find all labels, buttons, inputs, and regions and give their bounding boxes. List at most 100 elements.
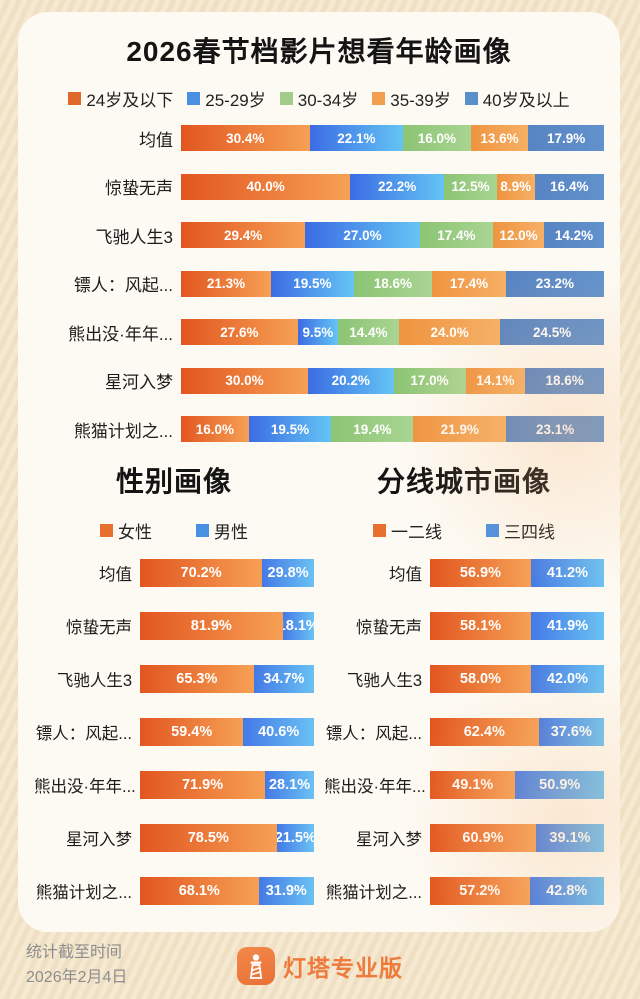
bar-segment: 42.0%: [530, 665, 604, 693]
legend-swatch: [373, 524, 386, 537]
city-stacked-bar-chart: 均值 56.9% 41.2% 惊蛰无声 58.1% 41.9% 飞驰人生3 58.0% 42.0…: [324, 559, 604, 905]
stacked-bar: 70.2% 29.8%: [140, 559, 314, 587]
bar-segment: 19.5%: [271, 270, 354, 297]
bar-segment: 24.5%: [500, 319, 604, 345]
city-legend: 一二线 三四线: [324, 518, 604, 543]
bar-segment: 27.0%: [305, 222, 420, 248]
bar-segment: 71.9%: [140, 771, 266, 799]
stacked-bar: 21.3% 19.5% 18.6% 17.4% 23.2%: [181, 270, 604, 297]
bar-segment: 59.4%: [140, 718, 244, 746]
bar-segment: 23.1%: [506, 416, 604, 442]
legend-label: 三四线: [504, 523, 555, 542]
chart-row: 星河入梦 60.9% 39.1%: [324, 824, 604, 852]
bar-segment: 17.4%: [432, 270, 506, 297]
legend-label: 30-34岁: [297, 91, 359, 110]
chart-row: 镖人：风起... 62.4% 37.6%: [324, 718, 604, 746]
bar-segment: 14.2%: [543, 222, 604, 248]
stacked-bar: 78.5% 21.5%: [140, 824, 314, 852]
bar-segment: 23.2%: [505, 270, 604, 297]
bar-segment: 40.0%: [181, 173, 351, 200]
stacked-bar: 57.2% 42.8%: [430, 877, 604, 905]
stacked-bar: 62.4% 37.6%: [430, 718, 604, 746]
bar-segment: 49.1%: [430, 771, 516, 799]
row-label: 熊出没·年年...: [34, 778, 136, 796]
stacked-bar: 71.9% 28.1%: [140, 771, 314, 799]
row-label: 镖人：风起...: [325, 725, 422, 743]
legend-swatch: [196, 524, 209, 537]
bar-segment: 58.1%: [430, 612, 532, 640]
chart-row: 熊出没·年年... 71.9% 28.1%: [34, 771, 314, 799]
bar-segment: 16.0%: [181, 416, 249, 442]
legend-label: 35-39岁: [390, 91, 451, 110]
stacked-bar: 65.3% 34.7%: [140, 665, 314, 693]
legend-swatch: [68, 92, 82, 105]
legend-label: 男性: [214, 523, 248, 542]
bar-segment: 58.0%: [430, 665, 531, 693]
stacked-bar: 16.0% 19.5% 19.4% 21.9% 23.1%: [181, 416, 604, 442]
legend-label: 女性: [118, 523, 152, 542]
chart-row: 熊猫计划之... 16.0% 19.5% 19.4% 21.9% 23.1%: [34, 416, 604, 442]
bar-segment: 31.9%: [258, 877, 314, 905]
bar-segment: 17.0%: [393, 367, 466, 394]
bar-segment: 16.0%: [403, 125, 471, 151]
chart-row: 惊蛰无声 40.0% 22.2% 12.5% 8.9% 16.4%: [34, 173, 604, 200]
chart-row: 星河入梦 78.5% 21.5%: [34, 824, 314, 852]
stacked-bar: 58.0% 42.0%: [430, 665, 604, 693]
bar-segment: 21.5%: [276, 824, 314, 852]
stacked-bar: 59.4% 40.6%: [140, 718, 314, 746]
stacked-bar: 68.1% 31.9%: [140, 877, 314, 905]
stacked-bar: 40.0% 22.2% 12.5% 8.9% 16.4%: [181, 173, 604, 200]
stacked-bar: 30.4% 22.1% 16.0% 13.6% 17.9%: [181, 125, 605, 151]
chart-row: 熊出没·年年... 27.6% 9.5% 14.4% 24.0% 24.5%: [34, 319, 604, 345]
bar-segment: 13.6%: [470, 125, 529, 151]
bar-segment: 68.1%: [140, 877, 259, 905]
legend-swatch: [486, 524, 499, 537]
bar-segment: 65.3%: [140, 665, 254, 693]
legend-item: 女性: [100, 518, 152, 543]
chart-row: 熊出没·年年... 49.1% 50.9%: [324, 771, 604, 799]
age-stacked-bar-chart: 均值 30.4% 22.1% 16.0% 13.6% 17.9% 惊蛰无声 40.0% 22.2…: [34, 125, 605, 442]
stats-cutoff-note: 统计截至时间 2026年2月4日: [26, 941, 127, 991]
brand-name: 灯塔专业版: [283, 955, 403, 981]
bar-segment: 21.3%: [181, 270, 272, 297]
row-label: 均值: [389, 566, 422, 584]
bar-segment: 22.1%: [309, 125, 404, 151]
bar-segment: 22.2%: [350, 173, 445, 200]
legend-label: 40岁及以上: [482, 91, 570, 110]
chart-row: 均值 56.9% 41.2%: [324, 559, 604, 587]
legend-swatch: [187, 92, 201, 105]
bar-segment: 30.0%: [181, 367, 309, 394]
legend-item: 35-39岁: [372, 86, 451, 111]
city-chart-section: 分线城市画像 一二线 三四线 均值 56.9% 41.2% 惊蛰无声 58.1% 41.9%…: [324, 448, 604, 905]
row-label: 熊出没·年年...: [68, 324, 173, 344]
legend-swatch: [279, 92, 293, 105]
row-label: 惊蛰无声: [66, 619, 132, 637]
chart-row: 惊蛰无声 58.1% 41.9%: [324, 612, 604, 640]
bar-segment: 18.6%: [353, 270, 433, 297]
bar-segment: 18.6%: [525, 367, 604, 394]
bar-segment: 14.4%: [337, 319, 399, 345]
bar-segment: 29.8%: [262, 559, 314, 587]
bar-segment: 42.8%: [529, 877, 604, 905]
row-label: 熊猫计划之...: [325, 884, 422, 902]
city-chart-title: 分线城市画像: [376, 466, 551, 497]
page-title: 2026春节档影片想看年龄画像: [126, 36, 512, 67]
legend-label: 25-29岁: [205, 91, 266, 110]
row-label: 均值: [139, 130, 173, 150]
bar-segment: 37.6%: [538, 718, 604, 746]
legend-item: 24岁及以下: [68, 86, 173, 111]
bar-segment: 24.0%: [398, 319, 501, 345]
legend-item: 三四线: [486, 518, 555, 543]
bar-segment: 27.6%: [181, 319, 298, 345]
row-label: 惊蛰无声: [356, 619, 422, 637]
bar-segment: 41.9%: [531, 612, 604, 640]
row-label: 星河入梦: [66, 831, 132, 849]
bar-segment: 70.2%: [140, 559, 263, 587]
row-label: 飞驰人生3: [346, 672, 422, 690]
stats-cutoff-date: 2026年2月4日: [26, 969, 128, 987]
stacked-bar: 56.9% 41.2%: [430, 559, 604, 587]
bar-segment: 29.4%: [181, 222, 306, 248]
bar-segment: 50.9%: [515, 771, 604, 799]
chart-row: 飞驰人生3 29.4% 27.0% 17.4% 12.0% 14.2%: [34, 222, 604, 248]
bar-segment: 41.2%: [530, 559, 604, 587]
